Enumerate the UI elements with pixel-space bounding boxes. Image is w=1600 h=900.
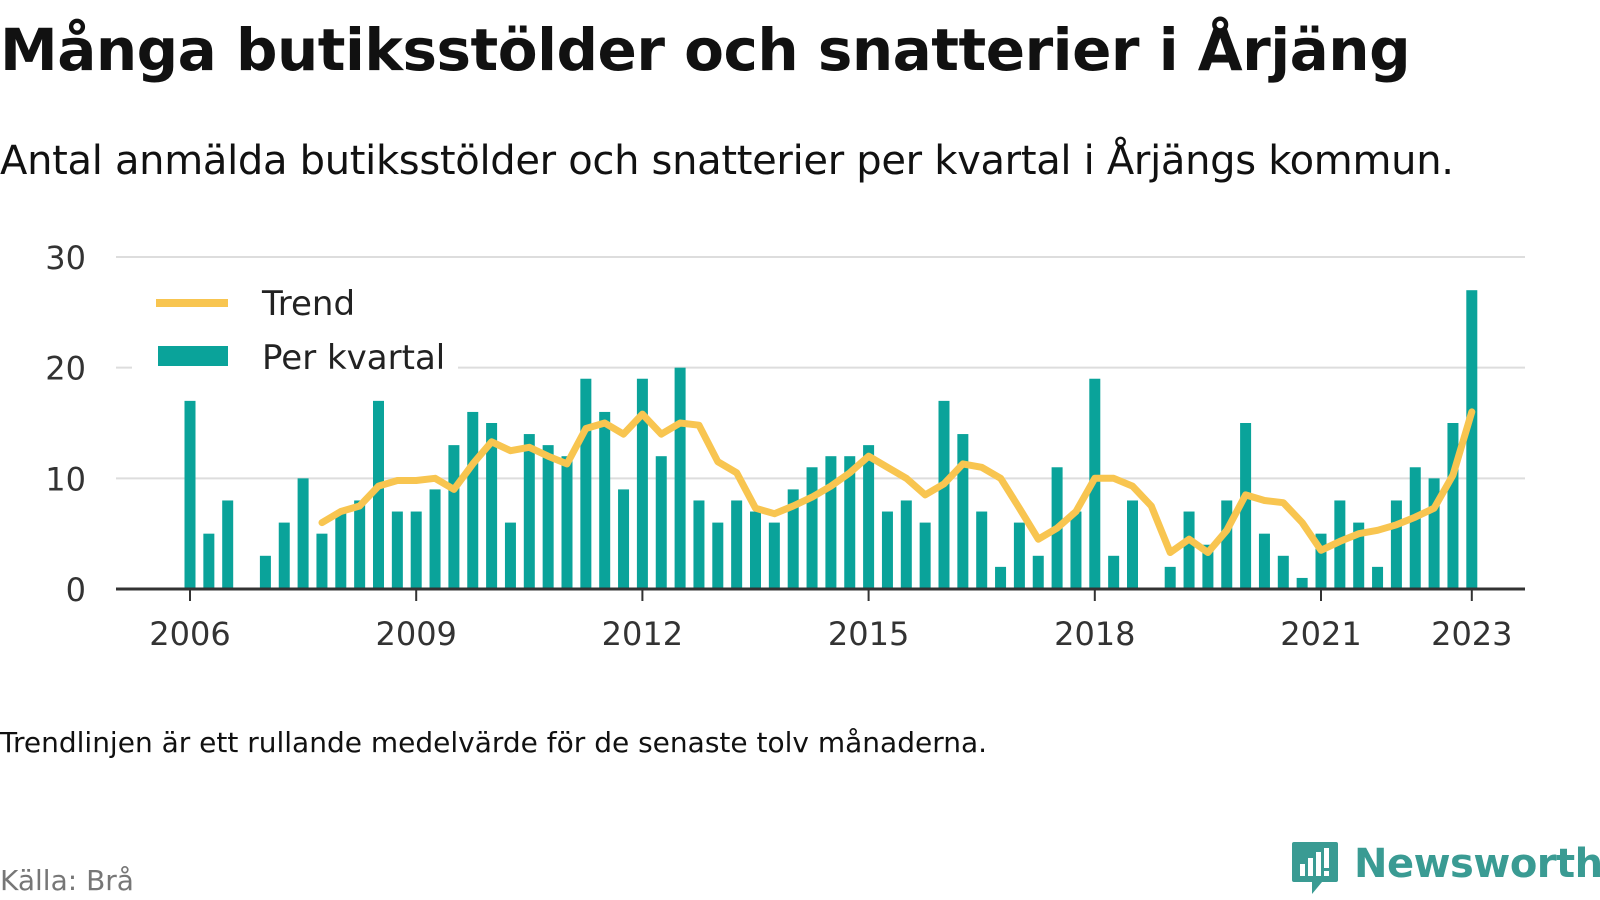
legend-trend-label: Trend bbox=[261, 284, 355, 324]
bar bbox=[938, 400, 950, 589]
bar bbox=[693, 500, 705, 589]
x-tick-label: 2023 bbox=[1431, 615, 1512, 653]
bar bbox=[1447, 423, 1459, 589]
bar bbox=[900, 500, 912, 589]
bar bbox=[486, 423, 498, 589]
chart: 0 10 20 30 2006 2009 2012 2015 2018 2021 2023 Tren… bbox=[45, 239, 1525, 653]
bar bbox=[768, 522, 780, 589]
bar bbox=[1428, 478, 1440, 589]
bar bbox=[373, 400, 384, 589]
bar bbox=[1127, 500, 1138, 589]
bar bbox=[655, 456, 667, 589]
bar bbox=[881, 511, 893, 589]
y-tick-label: 0 bbox=[66, 571, 86, 609]
chart-subtitle: Antal anmälda butiksstölder och snatteri… bbox=[0, 138, 1454, 184]
bar bbox=[504, 522, 516, 589]
bar bbox=[1013, 522, 1025, 589]
bar bbox=[316, 533, 328, 589]
brand-name: Newsworthy bbox=[1354, 841, 1600, 887]
bar bbox=[1258, 533, 1270, 589]
bar bbox=[750, 511, 761, 589]
bar bbox=[259, 555, 271, 589]
bar bbox=[523, 434, 535, 589]
bar bbox=[278, 522, 290, 589]
trend-line-group bbox=[318, 408, 1476, 556]
bar bbox=[919, 522, 931, 589]
y-tick-label: 10 bbox=[45, 460, 86, 498]
bar bbox=[731, 500, 743, 589]
bar bbox=[354, 500, 366, 589]
bar bbox=[222, 500, 234, 589]
bar bbox=[1390, 500, 1402, 589]
bar bbox=[1240, 423, 1252, 589]
x-tick-label: 2021 bbox=[1280, 615, 1361, 653]
bar bbox=[1296, 577, 1308, 589]
chart-title: Många butiksstölder och snatterier i Årj… bbox=[0, 16, 1411, 84]
bar bbox=[391, 511, 403, 589]
bar bbox=[561, 456, 573, 589]
bar bbox=[1108, 555, 1120, 589]
bar bbox=[1070, 511, 1082, 589]
source-text: Källa: Brå bbox=[0, 864, 134, 897]
bar bbox=[957, 434, 969, 589]
trend-line bbox=[318, 408, 1476, 556]
x-tick-label: 2015 bbox=[828, 615, 909, 653]
bar bbox=[806, 467, 818, 589]
y-tick-label: 20 bbox=[45, 350, 86, 388]
axes: 0 10 20 30 2006 2009 2012 2015 2018 2021 2023 bbox=[45, 239, 1525, 653]
bar bbox=[1409, 467, 1421, 589]
bar bbox=[787, 489, 799, 589]
bar bbox=[825, 456, 837, 589]
bar bbox=[712, 522, 724, 589]
bar bbox=[1183, 511, 1195, 589]
bar bbox=[429, 489, 441, 589]
bar bbox=[1164, 566, 1176, 589]
bar bbox=[618, 489, 630, 589]
bar bbox=[1372, 566, 1384, 589]
bar bbox=[636, 378, 648, 589]
bar bbox=[448, 445, 460, 589]
x-tick-label: 2012 bbox=[602, 615, 683, 653]
legend-bar-swatch bbox=[158, 346, 228, 366]
legend-bar-label: Per kvartal bbox=[262, 338, 445, 378]
bar bbox=[1353, 522, 1365, 589]
bar bbox=[1032, 555, 1044, 589]
bar bbox=[297, 478, 309, 589]
bar bbox=[599, 411, 611, 589]
bar bbox=[844, 456, 856, 589]
bar bbox=[1202, 544, 1214, 589]
bar bbox=[1315, 533, 1327, 589]
bar bbox=[674, 367, 686, 589]
x-tick-label: 2009 bbox=[375, 615, 456, 653]
bar bbox=[1466, 290, 1478, 589]
bar bbox=[542, 445, 554, 589]
legend: Trend Per kvartal bbox=[132, 272, 458, 388]
bar bbox=[203, 533, 215, 589]
footnote: Trendlinjen är ett rullande medelvärde f… bbox=[0, 726, 988, 759]
bar bbox=[335, 511, 347, 589]
bar bbox=[995, 566, 1007, 589]
bar bbox=[1221, 500, 1233, 589]
bar bbox=[976, 511, 988, 589]
y-tick-label: 30 bbox=[45, 239, 86, 277]
x-tick-label: 2006 bbox=[149, 615, 230, 653]
bar bbox=[467, 411, 479, 589]
bar bbox=[410, 511, 422, 589]
newsworthy-logo-icon bbox=[1292, 842, 1338, 894]
bar bbox=[580, 378, 592, 589]
bar bbox=[863, 445, 875, 589]
newsworthy-brand: Newsworthy bbox=[1290, 840, 1600, 900]
legend-background bbox=[132, 272, 458, 388]
bar bbox=[1277, 555, 1289, 589]
bar bbox=[184, 400, 196, 589]
x-tick-label: 2018 bbox=[1054, 615, 1135, 653]
